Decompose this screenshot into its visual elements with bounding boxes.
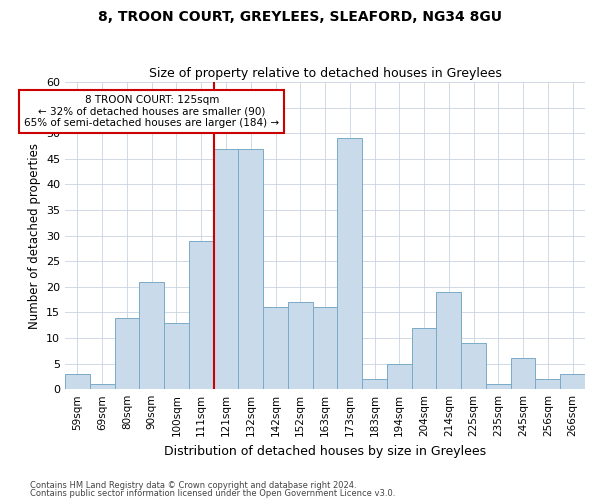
Text: 8, TROON COURT, GREYLEES, SLEAFORD, NG34 8GU: 8, TROON COURT, GREYLEES, SLEAFORD, NG34… [98,10,502,24]
Bar [535,379,560,389]
Bar [90,384,115,389]
Bar [288,302,313,389]
Bar [189,240,214,389]
Bar [486,384,511,389]
Bar [263,308,288,389]
Y-axis label: Number of detached properties: Number of detached properties [28,142,41,328]
Bar [65,374,90,389]
Bar [313,308,337,389]
Title: Size of property relative to detached houses in Greylees: Size of property relative to detached ho… [149,66,502,80]
Bar [139,282,164,389]
Text: 8 TROON COURT: 125sqm
← 32% of detached houses are smaller (90)
65% of semi-deta: 8 TROON COURT: 125sqm ← 32% of detached … [24,95,279,128]
Bar [238,148,263,389]
Bar [115,318,139,389]
Bar [337,138,362,389]
Text: Contains HM Land Registry data © Crown copyright and database right 2024.: Contains HM Land Registry data © Crown c… [30,481,356,490]
Text: Contains public sector information licensed under the Open Government Licence v3: Contains public sector information licen… [30,488,395,498]
Bar [164,322,189,389]
Bar [560,374,585,389]
Bar [362,379,387,389]
Bar [436,292,461,389]
Bar [511,358,535,389]
Bar [461,343,486,389]
Bar [387,364,412,389]
Bar [412,328,436,389]
X-axis label: Distribution of detached houses by size in Greylees: Distribution of detached houses by size … [164,444,486,458]
Bar [214,148,238,389]
